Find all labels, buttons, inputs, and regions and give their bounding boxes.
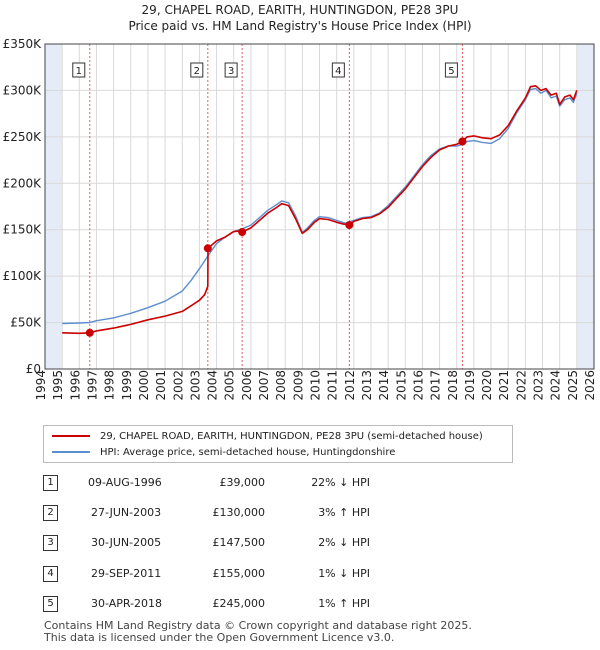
- sale-point: [85, 328, 94, 337]
- tx-number: 5: [43, 596, 58, 612]
- x-tick-label: 2001: [154, 370, 168, 401]
- x-tick-label: 2006: [240, 370, 254, 401]
- x-tick-label: 1995: [51, 370, 65, 401]
- tx-date: 30-APR-2018: [91, 597, 163, 610]
- tx-hpi-diff: 22% ↓ HPI: [311, 476, 370, 489]
- tx-price: £245,000: [212, 597, 266, 610]
- chart-title: 29, CHAPEL ROAD, EARITH, HUNTINGDON, PE2…: [141, 3, 459, 17]
- tx-date: 29-SEP-2011: [91, 567, 162, 580]
- sale-label-number: 1: [76, 66, 82, 77]
- tx-price: £130,000: [212, 506, 266, 519]
- price-chart: £0 £50K £100K £150K £200K £250K £300K £350K 1994…: [3, 37, 597, 401]
- y-tick-label: £300K: [3, 83, 43, 97]
- legend-label-property: 29, CHAPEL ROAD, EARITH, HUNTINGDON, PE2…: [100, 430, 483, 442]
- legend-swatch-property: [52, 435, 90, 437]
- x-tick-label: 2013: [360, 370, 374, 401]
- x-tick-label: 2015: [394, 370, 408, 401]
- sale-label-box: [224, 62, 238, 78]
- hpi-line: [62, 87, 578, 325]
- y-tick-label: £150K: [3, 223, 43, 237]
- y-tick-label: £200K: [3, 176, 43, 190]
- legend-label-hpi: HPI: Average price, semi-detached house,…: [100, 446, 396, 458]
- sale-point: [345, 221, 354, 230]
- x-tick-label: 2014: [377, 370, 391, 401]
- tx-date: 30-JUN-2005: [91, 536, 162, 549]
- shaded-region-end: [576, 44, 594, 369]
- tx-price: £155,000: [212, 567, 266, 580]
- footer: Contains HM Land Registry data © Crown c…: [44, 620, 472, 644]
- legend: 29, CHAPEL ROAD, EARITH, HUNTINGDON, PE2…: [43, 425, 513, 463]
- x-tick-label: 2004: [206, 370, 220, 401]
- sale-label-number: 4: [335, 66, 341, 77]
- sale-label-number: 3: [228, 66, 234, 77]
- tx-hpi-diff: 1% ↑ HPI: [318, 597, 370, 610]
- tx-number: 3: [43, 535, 58, 551]
- tx-hpi-diff: 3% ↑ HPI: [318, 506, 370, 519]
- x-tick-label: 2007: [257, 370, 271, 401]
- x-tick-label: 2008: [274, 370, 288, 401]
- x-tick-label: 2005: [223, 370, 237, 401]
- plot-frame: [44, 43, 595, 370]
- x-tick-label: 2026: [583, 370, 597, 401]
- tx-hpi-diff: 1% ↓ HPI: [318, 567, 370, 580]
- shaded-region-start: [45, 44, 63, 369]
- x-tick-label: 2011: [326, 370, 340, 401]
- sale-point: [238, 228, 247, 237]
- x-tick-label: 1998: [103, 370, 117, 401]
- sale-label-box: [444, 62, 458, 78]
- x-tick-label: 2021: [497, 370, 511, 401]
- x-tick-label: 2003: [188, 370, 202, 401]
- x-tick-label: 1994: [34, 370, 48, 401]
- y-tick-label: £0: [26, 362, 41, 376]
- sale-label-number: 2: [194, 66, 200, 77]
- sale-label-box: [190, 62, 204, 78]
- sale-label-box: [331, 62, 345, 78]
- tx-number: 4: [43, 566, 58, 582]
- x-tick-label: 1999: [120, 370, 134, 401]
- legend-item-property: 29, CHAPEL ROAD, EARITH, HUNTINGDON, PE2…: [52, 428, 483, 444]
- legend-swatch-hpi: [52, 451, 90, 453]
- y-tick-label: £250K: [3, 130, 43, 144]
- x-tick-label: 2010: [309, 370, 323, 401]
- x-tick-label: 1997: [85, 370, 99, 401]
- tx-number: 2: [43, 505, 58, 521]
- chart-subtitle: Price paid vs. HM Land Registry's House …: [128, 19, 472, 33]
- sale-label-box: [72, 62, 86, 78]
- x-tick-label: 2025: [566, 370, 580, 401]
- x-tick-label: 2017: [429, 370, 443, 401]
- tx-price: £39,000: [219, 476, 266, 489]
- x-tick-label: 2000: [137, 370, 151, 401]
- x-tick-label: 2018: [446, 370, 460, 401]
- tx-hpi-diff: 2% ↓ HPI: [318, 536, 370, 549]
- x-tick-label: 2020: [480, 370, 494, 401]
- x-tick-label: 2009: [291, 370, 305, 401]
- y-tick-label: £100K: [3, 269, 43, 283]
- tx-date: 09-AUG-1996: [88, 476, 162, 489]
- x-tick-label: 1996: [68, 370, 82, 401]
- license-text: This data is licensed under the Open Gov…: [44, 631, 395, 644]
- x-tick-label: 2002: [171, 370, 185, 401]
- y-tick-label: £50K: [10, 316, 42, 330]
- tx-number: 1: [43, 475, 58, 491]
- copyright-text: Contains HM Land Registry data © Crown c…: [44, 619, 472, 632]
- x-tick-label: 2022: [514, 370, 528, 401]
- x-tick-label: 2016: [411, 370, 425, 401]
- x-tick-label: 2023: [532, 370, 546, 401]
- sale-point: [458, 137, 467, 146]
- sale-label-number: 5: [448, 66, 454, 77]
- y-tick-label: £350K: [3, 37, 43, 51]
- x-tick-label: 2012: [343, 370, 357, 401]
- tx-date: 27-JUN-2003: [91, 506, 162, 519]
- legend-item-hpi: HPI: Average price, semi-detached house,…: [52, 444, 395, 460]
- x-tick-label: 2024: [549, 370, 563, 401]
- sale-point: [203, 244, 212, 253]
- x-tick-label: 2019: [463, 370, 477, 401]
- tx-price: £147,500: [212, 536, 266, 549]
